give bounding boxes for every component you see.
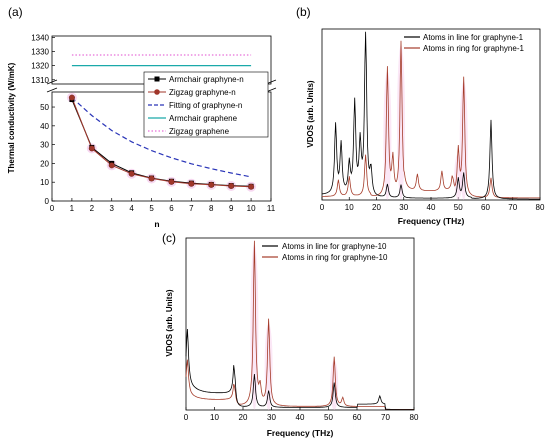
panel-b-legend: Atoms in line for graphyne-1 Atoms in ri… bbox=[404, 33, 524, 53]
legend-swatch bbox=[154, 76, 160, 82]
zigzag-graphyne-point bbox=[228, 182, 235, 189]
legend-label-ring-graphyne-1: Atoms in ring for graphyne-1 bbox=[423, 44, 524, 53]
x-tick-label: 30 bbox=[267, 413, 276, 422]
x-tick-label: 0 bbox=[184, 413, 189, 422]
x-tick-label: 10 bbox=[247, 204, 256, 213]
zigzag-graphyne-line bbox=[71, 97, 252, 188]
zigzag-graphyne-point bbox=[88, 145, 95, 152]
legend-label-line-graphyne-10: Atoms in line for graphyne-10 bbox=[282, 242, 387, 251]
x-tick-label: 40 bbox=[296, 413, 305, 422]
x-tick-label: 10 bbox=[345, 203, 354, 212]
x-tick-label: 50 bbox=[454, 203, 463, 212]
legend-label-zigzag-graphene: Zigzag graphene bbox=[169, 127, 230, 136]
zigzag-graphyne-point bbox=[188, 180, 195, 187]
x-tick-label: 11 bbox=[267, 204, 276, 213]
y-tick-label: 40 bbox=[40, 122, 49, 131]
panel-b: (b) 0 10 20 30 40 50 60 70 80 VDOS (arb. Units) … bbox=[296, 5, 545, 226]
legend-label-line-graphyne-1: Atoms in line for graphyne-1 bbox=[423, 33, 524, 42]
panel-a-legend-box bbox=[143, 71, 269, 138]
zigzag-graphyne-point bbox=[248, 183, 255, 190]
ring-atoms-spectrum bbox=[322, 40, 540, 199]
panel-b-label: (b) bbox=[296, 5, 311, 19]
x-tick-label: 50 bbox=[324, 413, 333, 422]
panel-b-xlabel: Frequency (THz) bbox=[398, 216, 465, 226]
x-tick-label: 80 bbox=[536, 203, 545, 212]
zigzag-graphyne-point bbox=[128, 170, 135, 177]
zigzag-graphyne-point bbox=[108, 162, 115, 169]
y-tick-label: 10 bbox=[40, 178, 49, 187]
fitting-curve bbox=[71, 97, 252, 178]
legend-label-ring-graphyne-10: Atoms in ring for graphyne-10 bbox=[282, 253, 388, 262]
x-tick-label: 70 bbox=[508, 203, 517, 212]
peak-halo bbox=[264, 323, 273, 410]
panel-c-ylabel: VDOS (arb. Units) bbox=[165, 289, 174, 356]
x-tick-label: 3 bbox=[110, 204, 115, 213]
x-tick-label: 20 bbox=[239, 413, 248, 422]
legend-swatch bbox=[154, 89, 160, 95]
y-tick-label: 1320 bbox=[31, 62, 49, 71]
x-tick-label: 7 bbox=[189, 204, 194, 213]
y-tick-label: 1330 bbox=[31, 48, 49, 57]
panel-a-ylabel: Thermal conductivity (W/mK) bbox=[7, 62, 16, 173]
y-tick-label: 0 bbox=[45, 197, 50, 206]
x-tick-label: 70 bbox=[381, 413, 390, 422]
ring-atoms-spectrum bbox=[185, 240, 414, 410]
x-tick-label: 9 bbox=[229, 204, 234, 213]
zigzag-graphyne-point bbox=[208, 181, 215, 188]
peak-halo bbox=[459, 81, 468, 200]
panel-a-label: (a) bbox=[8, 5, 23, 19]
x-tick-label: 60 bbox=[481, 203, 490, 212]
peak-halo bbox=[397, 44, 406, 200]
x-tick-label: 2 bbox=[90, 204, 95, 213]
y-tick-label: 50 bbox=[40, 103, 49, 112]
panel-c: (c) 0 10 20 30 40 50 60 70 80 VDOS (arb. Units) … bbox=[162, 231, 419, 438]
legend-label-zigzag-graphyne: Zigzag graphyne-n bbox=[169, 88, 236, 97]
peak-halo bbox=[383, 71, 392, 201]
line-atoms-spectrum bbox=[321, 31, 540, 200]
panel-c-xlabel: Frequency (THz) bbox=[267, 428, 334, 438]
line-atoms-spectrum bbox=[185, 328, 414, 410]
x-tick-label: 6 bbox=[169, 204, 174, 213]
peak-halo bbox=[250, 244, 259, 410]
x-tick-label: 80 bbox=[410, 413, 419, 422]
x-tick-label: 40 bbox=[427, 203, 436, 212]
x-tick-label: 20 bbox=[372, 203, 381, 212]
x-tick-label: 4 bbox=[129, 204, 134, 213]
x-tick-label: 0 bbox=[320, 203, 325, 212]
legend-label-fitting: Fitting of graphyne-n bbox=[169, 101, 242, 110]
x-tick-label: 0 bbox=[50, 204, 55, 213]
panel-c-label: (c) bbox=[162, 231, 176, 245]
panel-c-legend: Atoms in line for graphyne-10 Atoms in r… bbox=[262, 242, 388, 262]
x-tick-label: 30 bbox=[399, 203, 408, 212]
x-tick-label: 1 bbox=[70, 204, 75, 213]
zigzag-graphyne-point bbox=[168, 178, 175, 185]
legend-label-armchair-graphyne: Armchair graphyne-n bbox=[169, 75, 244, 84]
panel-a-xlabel: n bbox=[154, 219, 159, 229]
y-tick-label: 20 bbox=[40, 159, 49, 168]
panel-a-legend: Armchair graphyne-n Zigzag graphyne-n Fi… bbox=[143, 71, 269, 138]
y-tick-label: 30 bbox=[40, 141, 49, 150]
zigzag-graphyne-point bbox=[148, 175, 155, 182]
legend-label-armchair-graphene: Armchair graphene bbox=[169, 114, 238, 123]
x-tick-label: 10 bbox=[210, 413, 219, 422]
x-tick-label: 8 bbox=[209, 204, 214, 213]
zigzag-graphyne-point bbox=[68, 94, 75, 101]
x-tick-label: 60 bbox=[353, 413, 362, 422]
y-tick-label: 1340 bbox=[31, 33, 49, 42]
panel-b-ylabel: VDOS (arb. Units) bbox=[306, 80, 315, 147]
y-tick-label: 1310 bbox=[31, 76, 49, 85]
panel-a: (a) 0 1 2 3 4 5 6 7 8 9 10 11 0 10 20 30 40 50 1310 1320 133… bbox=[7, 5, 277, 229]
x-tick-label: 5 bbox=[149, 204, 154, 213]
